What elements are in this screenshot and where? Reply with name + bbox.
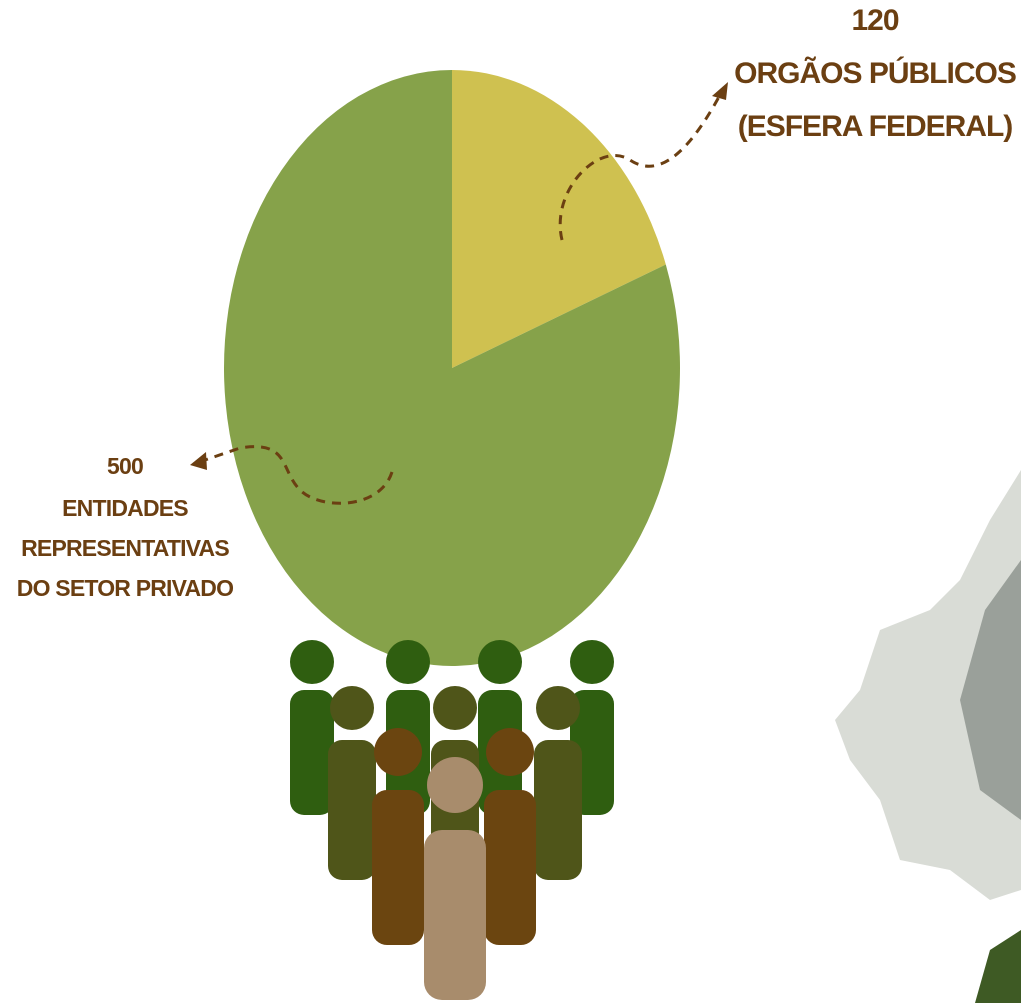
category-label: ENTIDADES: [62, 495, 188, 521]
arrow-public: [558, 94, 722, 241]
arrow-private: [204, 445, 394, 505]
photo-fragment: [835, 470, 1021, 1003]
arrow-head: [190, 452, 207, 470]
category-label: DO SETOR PRIVADO: [17, 575, 233, 601]
category-label: REPRESENTATIVAS: [21, 535, 229, 561]
pie-slice: [223, 70, 681, 667]
pie: [223, 70, 681, 667]
category-label: ORGÃOS PÚBLICOS: [734, 56, 1016, 90]
people-icons: [290, 640, 614, 1000]
value-label: 500: [107, 453, 143, 479]
category-label: (ESFERA FEDERAL): [738, 110, 1013, 143]
value-label: 120: [851, 4, 898, 37]
arrow-head: [712, 82, 728, 100]
